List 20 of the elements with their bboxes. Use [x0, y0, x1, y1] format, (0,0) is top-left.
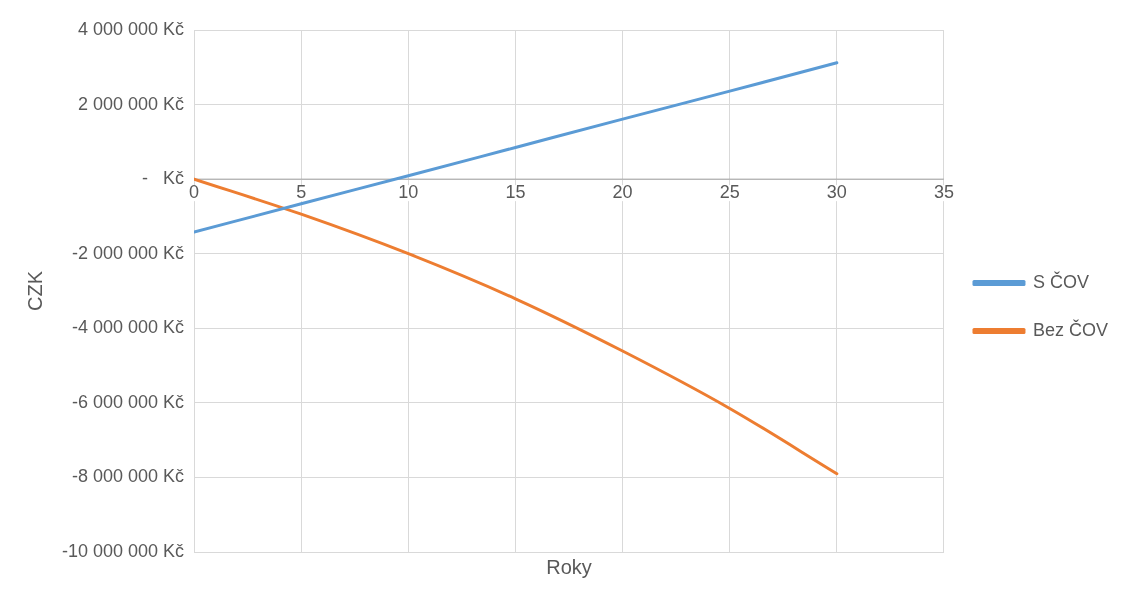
- y-tick-label: -4 000 000 Kč: [72, 317, 185, 338]
- y-tick-label: -6 000 000 Kč: [72, 391, 185, 412]
- x-tick-label: 25: [719, 182, 740, 203]
- x-tick-label: 30: [826, 182, 847, 203]
- y-tick-label: -2 000 000 Kč: [72, 242, 185, 263]
- y-axis-title: CZK: [23, 270, 46, 311]
- y-tick-label: - Kč: [142, 168, 185, 189]
- legend-label: S ČOV: [1032, 270, 1089, 292]
- x-tick-label: 10: [398, 182, 419, 203]
- y-tick-label: -10 000 000 Kč: [62, 540, 185, 561]
- x-tick-label: 15: [505, 182, 526, 203]
- legend-label: Bez ČOV: [1032, 318, 1109, 340]
- x-tick-label: 5: [296, 182, 307, 203]
- x-tick-label: 35: [933, 182, 954, 203]
- x-axis-title: Roky: [546, 555, 592, 578]
- x-tick-label: 20: [612, 182, 633, 203]
- y-tick-label: -8 000 000 Kč: [72, 466, 185, 487]
- x-tick-label: 0: [189, 182, 200, 203]
- y-tick-label: 4 000 000 Kč: [78, 18, 185, 39]
- y-tick-label: 2 000 000 Kč: [78, 93, 185, 114]
